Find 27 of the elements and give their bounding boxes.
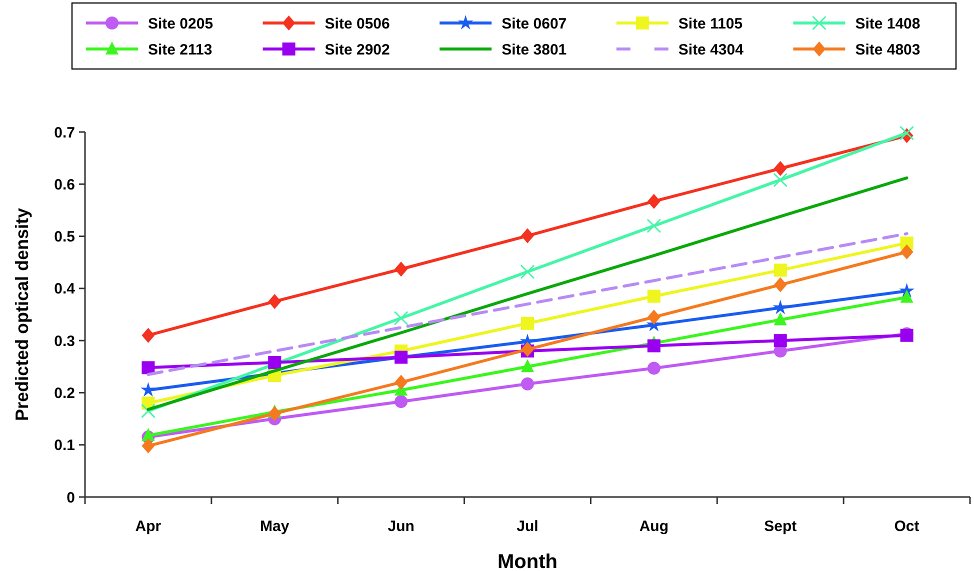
legend-label: Site 4803	[855, 41, 920, 58]
legend-label: Site 1408	[855, 15, 920, 32]
x-tick-label: Aug	[639, 518, 669, 535]
y-tick-label: 0.1	[54, 437, 75, 454]
legend-label: Site 2902	[324, 41, 390, 58]
y-tick-label: 0.7	[54, 124, 75, 142]
y-tick-label: 0.3	[54, 332, 75, 350]
y-tick-label: 0	[66, 489, 75, 506]
y-axis-title: Predicted optical density	[12, 208, 32, 422]
x-tick-label: Jul	[516, 518, 538, 535]
x-tick-label: Apr	[135, 518, 162, 535]
legend-label: Site 3801	[502, 41, 567, 58]
y-tick-label: 0.6	[54, 176, 75, 194]
x-tick-label: Jun	[388, 518, 414, 535]
x-tick-label: Oct	[894, 518, 920, 535]
x-tick-label: Sept	[764, 518, 797, 535]
legend-label: Site 2113	[148, 41, 212, 58]
legend-label: Site 0205	[148, 15, 214, 32]
x-axis-title: Month	[498, 551, 558, 571]
y-tick-label: 0.4	[54, 280, 76, 298]
legend-label: Site 0607	[502, 15, 567, 32]
legend-label: Site 0506	[324, 15, 390, 32]
legend-label: Site 1105	[678, 15, 743, 32]
y-tick-label: 0.5	[54, 228, 75, 246]
x-tick-label: May	[260, 518, 290, 535]
y-tick-label: 0.2	[54, 384, 75, 402]
legend-label: Site 4304	[678, 41, 744, 58]
